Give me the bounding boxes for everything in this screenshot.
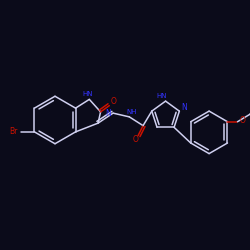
Text: N: N xyxy=(106,109,112,118)
Text: Br: Br xyxy=(9,128,17,136)
Text: HN: HN xyxy=(156,93,167,99)
Text: O: O xyxy=(240,116,246,125)
Text: O: O xyxy=(110,97,116,106)
Text: O: O xyxy=(132,135,138,144)
Text: N: N xyxy=(182,103,187,112)
Text: HN: HN xyxy=(83,91,93,97)
Text: NH: NH xyxy=(126,109,137,115)
